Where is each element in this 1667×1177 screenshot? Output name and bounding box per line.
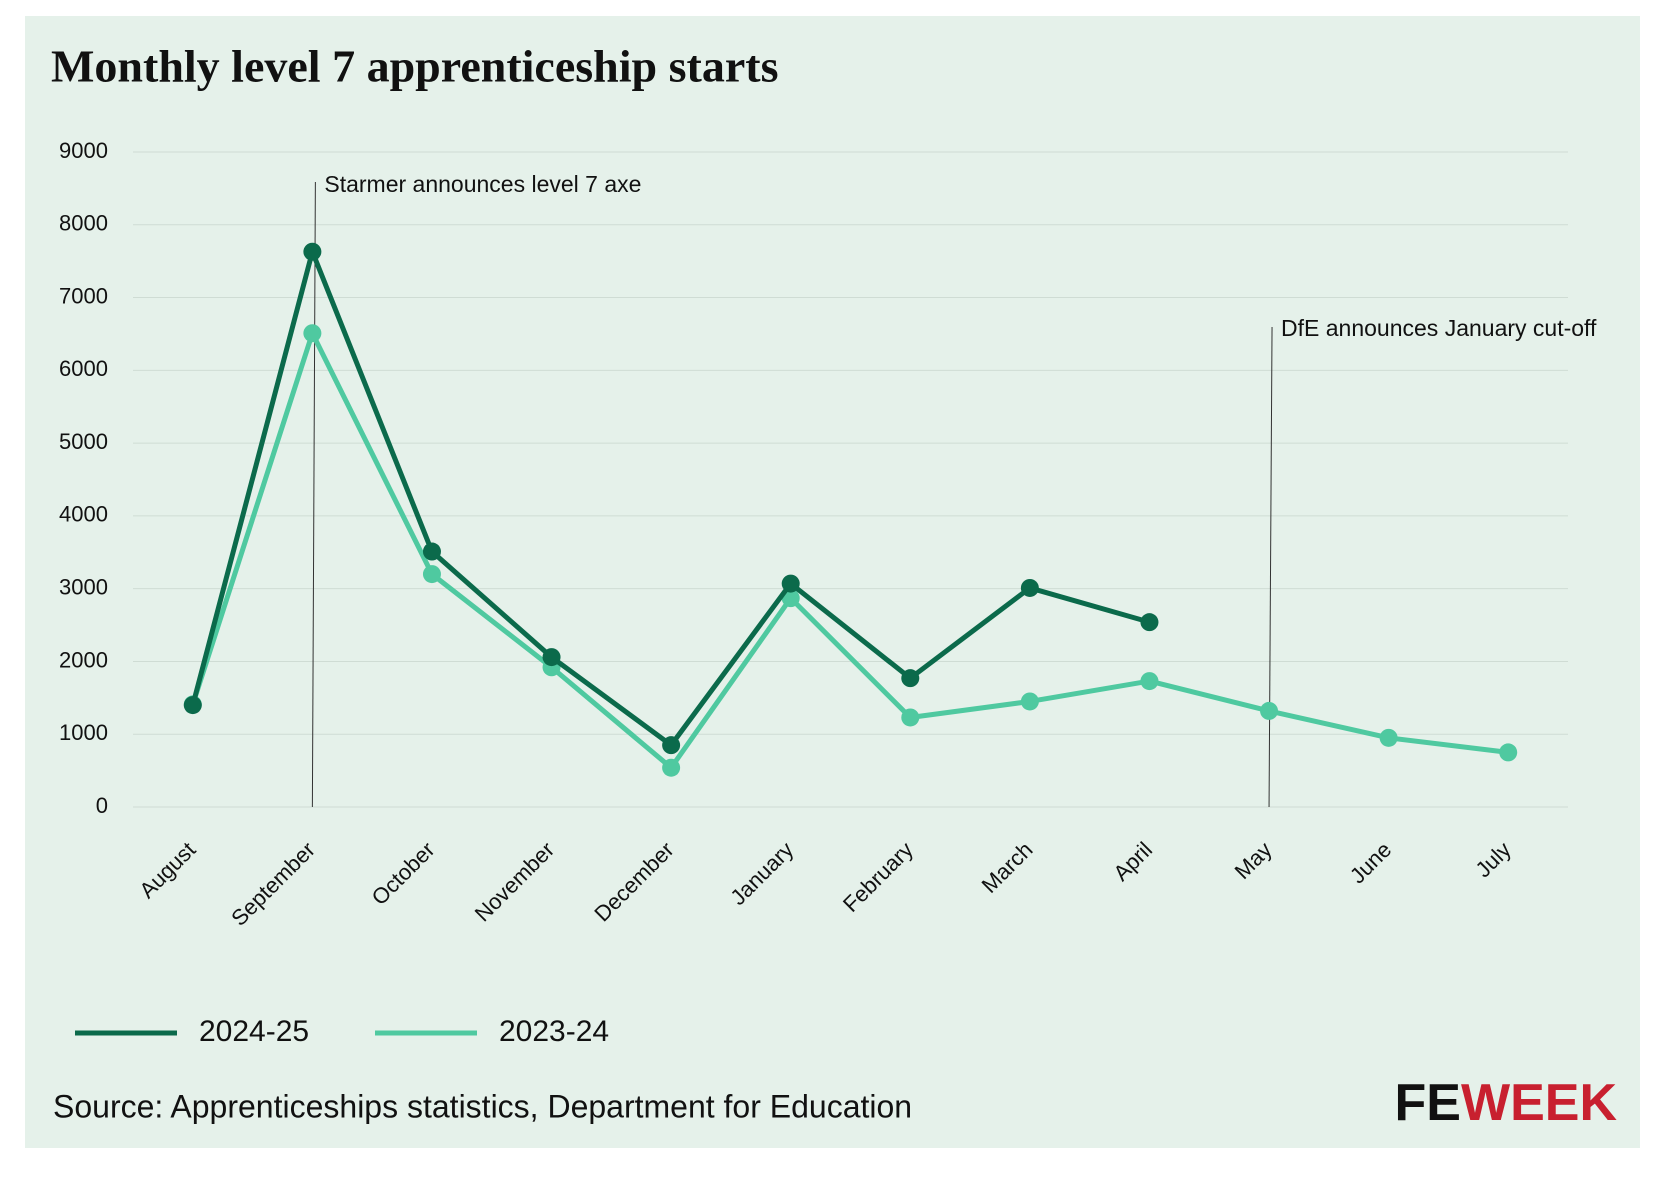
point — [901, 669, 920, 688]
point — [422, 542, 441, 561]
y-tick-label: 7000 — [59, 283, 108, 308]
point — [781, 574, 800, 593]
background — [25, 16, 1640, 1148]
point — [662, 758, 681, 777]
annotation-line — [1268, 326, 1273, 808]
point — [1140, 613, 1159, 632]
point — [901, 708, 920, 727]
logo: FEWEEK — [1395, 1074, 1618, 1132]
point — [1020, 692, 1039, 711]
annotation-line — [311, 181, 316, 808]
y-tick-label: 2000 — [59, 647, 108, 672]
legend-label: 2024-25 — [199, 1015, 309, 1048]
logo-fe: FE — [1395, 1074, 1461, 1132]
annotation: Starmer announces level 7 axe — [324, 171, 641, 197]
point — [1140, 672, 1159, 691]
point — [1379, 728, 1398, 747]
y-tick-label: 1000 — [59, 720, 108, 745]
annotation: DfE announces January cut-off — [1281, 315, 1597, 341]
point — [303, 242, 322, 261]
legend-label: 2023-24 — [499, 1015, 609, 1048]
point — [1260, 701, 1279, 720]
source: Source: Apprenticeships statistics, Depa… — [53, 1088, 912, 1124]
y-tick-label: 9000 — [59, 138, 108, 163]
y-tick-label: 6000 — [59, 356, 108, 381]
point — [303, 324, 322, 343]
y-tick-label: 4000 — [59, 502, 108, 527]
point — [1499, 743, 1518, 762]
point — [662, 736, 681, 755]
point — [422, 565, 441, 584]
y-tick-label: 3000 — [59, 574, 108, 599]
point — [183, 696, 202, 715]
point — [542, 648, 561, 667]
y-tick-label: 8000 — [59, 211, 108, 236]
y-tick-label: 0 — [96, 793, 108, 818]
line — [190, 330, 1509, 771]
series — [183, 242, 1159, 755]
chart-title: Monthly level 7 apprenticeship starts — [51, 41, 778, 92]
y-tick-label: 5000 — [59, 429, 108, 454]
point — [1020, 578, 1039, 597]
logo-week: WEEK — [1461, 1074, 1617, 1132]
